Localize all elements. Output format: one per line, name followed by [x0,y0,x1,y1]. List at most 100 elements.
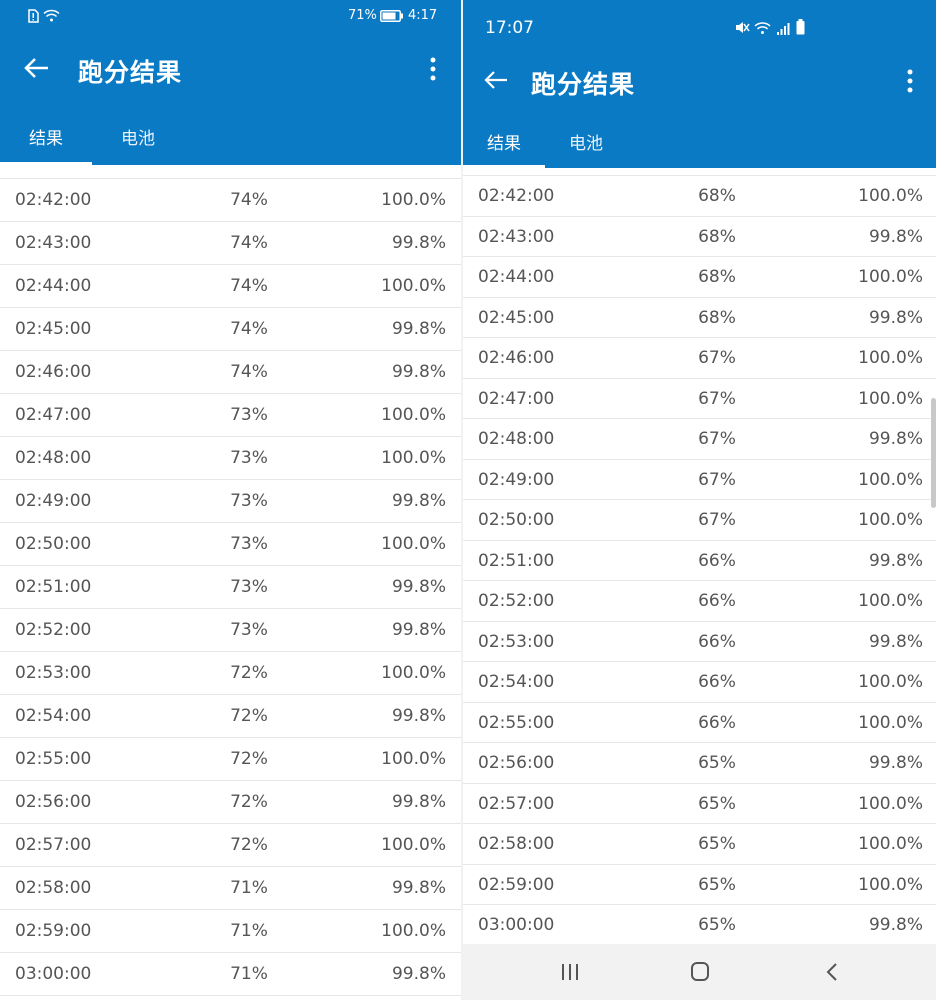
row-time: 02:47:00 [478,388,555,409]
table-row: 02:43:00 68% 99.8% [463,217,936,257]
table-row: 02:46:00 67% 100.0% [463,338,936,379]
row-time: 02:45:00 [478,307,555,328]
row-battery: 74% [230,276,268,296]
tab-battery[interactable]: 电池 [121,129,155,149]
row-score: 99.8% [868,915,923,935]
table-row: 02:58:00 71% 99.8% [0,867,461,910]
sim-alert-icon [27,9,39,27]
tab-battery[interactable]: 电池 [569,134,603,154]
table-row: 02:46:00 74% 99.8% [0,351,461,394]
table-row: 02:53:00 72% 100.0% [0,652,461,695]
tab-results[interactable]: 结果 [29,129,63,149]
row-score: 100.0% [858,267,923,287]
row-battery: 74% [230,190,268,210]
table-row: 02:44:00 74% 100.0% [0,265,461,308]
battery-icon [796,19,805,39]
table-row: 02:56:00 72% 99.8% [0,781,461,824]
row-time: 02:47:00 [15,405,92,425]
row-score: 100.0% [381,405,446,425]
table-row: 02:55:00 66% 100.0% [463,703,936,743]
row-score: 99.8% [868,631,923,652]
row-battery: 72% [230,706,268,726]
row-battery: 72% [230,663,268,683]
table-row: 02:44:00 68% 100.0% [463,257,936,298]
screen-divider [461,0,463,1000]
table-row: 02:47:00 73% 100.0% [0,394,461,437]
table-row: 02:57:00 72% 100.0% [0,824,461,867]
row-time: 02:59:00 [478,874,555,895]
table-row: 02:48:00 73% 100.0% [0,437,461,480]
table-row: 02:45:00 74% 99.8% [0,308,461,351]
battery-icon [380,10,404,26]
back-arrow-icon[interactable] [483,68,509,92]
row-time: 02:54:00 [478,672,555,692]
scrollbar-thumb[interactable] [931,398,936,508]
row-time: 02:44:00 [15,276,92,296]
status-time: 4:17 [408,8,438,23]
table-row: 02:51:00 66% 99.8% [463,541,936,581]
row-time: 02:48:00 [478,429,555,449]
row-score: 99.8% [391,491,446,511]
row-battery: 66% [698,712,736,733]
home-icon[interactable] [685,958,715,986]
row-time: 02:56:00 [478,753,555,773]
app-header: 71% 4:17 跑分结果 结果 电池 [0,0,461,165]
row-score: 100.0% [381,921,446,941]
row-battery: 68% [698,307,736,328]
battery-percent: 71% [348,8,377,23]
row-time: 02:51:00 [478,550,555,571]
row-time: 02:53:00 [15,663,92,683]
row-battery: 66% [698,672,736,692]
row-battery: 73% [230,620,268,640]
back-nav-icon[interactable] [818,958,848,986]
row-score: 99.8% [391,706,446,726]
row-score: 100.0% [858,834,923,854]
tab-indicator [463,165,545,168]
more-vertical-icon[interactable] [903,68,917,94]
recents-icon[interactable] [555,958,585,986]
row-battery: 68% [698,186,736,206]
row-time: 02:53:00 [478,631,555,652]
row-time: 02:46:00 [15,362,92,382]
row-battery: 74% [230,362,268,382]
row-battery: 73% [230,448,268,468]
table-row: 02:54:00 72% 99.8% [0,695,461,738]
row-time: 02:42:00 [478,186,555,206]
row-time: 02:48:00 [15,448,92,468]
more-vertical-icon[interactable] [426,56,440,82]
table-row: 02:57:00 65% 100.0% [463,784,936,824]
row-battery: 65% [698,793,736,814]
row-time: 02:54:00 [15,706,92,726]
row-score: 100.0% [858,672,923,692]
right-phone-screen: 17:07 跑分结果 结果 电池 02:42:00 68% 100.0% [463,0,936,1000]
row-battery: 68% [698,267,736,287]
status-bar: 71% 4:17 [0,0,461,32]
row-score: 100.0% [381,448,446,468]
row-score: 100.0% [858,874,923,895]
tab-results[interactable]: 结果 [487,134,521,154]
table-row: 02:51:00 73% 99.8% [0,566,461,609]
row-time: 02:49:00 [478,469,555,490]
row-score: 99.8% [391,233,446,253]
table-row: 02:48:00 67% 99.8% [463,419,936,460]
row-time: 02:55:00 [15,749,92,769]
row-time: 02:59:00 [15,921,92,941]
back-arrow-icon[interactable] [22,56,50,80]
row-battery: 66% [698,631,736,652]
table-row: 03:00:00 65% 99.8% [463,905,936,946]
row-time: 02:57:00 [478,793,555,814]
row-score: 100.0% [381,749,446,769]
row-score: 99.8% [868,753,923,773]
row-time: 02:51:00 [15,577,92,597]
row-score: 100.0% [381,534,446,554]
left-phone-screen: 71% 4:17 跑分结果 结果 电池 02:42:00 74% 100.0% 02… [0,0,461,1000]
row-score: 99.8% [391,620,446,640]
row-battery: 65% [698,753,736,773]
row-score: 100.0% [858,712,923,733]
mute-icon [735,20,750,39]
row-battery: 67% [698,510,736,530]
row-score: 99.8% [391,878,446,898]
status-bar: 17:07 [463,0,936,55]
table-row: 02:53:00 66% 99.8% [463,622,936,662]
wifi-icon [43,9,60,26]
